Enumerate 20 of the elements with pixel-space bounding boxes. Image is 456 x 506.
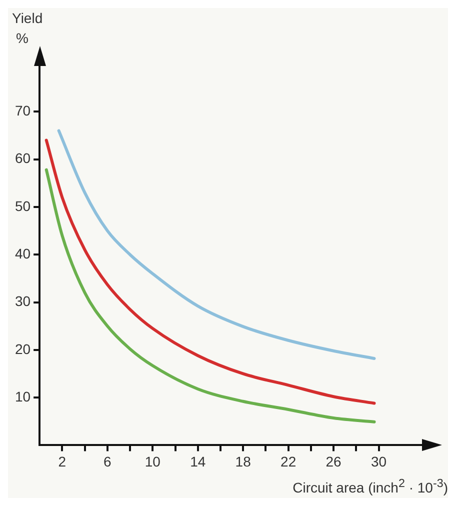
x-tick-label: 2 <box>58 453 66 470</box>
y-tick-label: 70 <box>14 102 31 119</box>
y-tick-label: 20 <box>14 340 31 357</box>
x-tick-label: 30 <box>370 453 387 470</box>
x-tick-label: 22 <box>280 453 296 470</box>
x-tick-label: 14 <box>190 453 206 470</box>
y-tick-label: 10 <box>14 388 31 404</box>
line-series <box>44 138 376 405</box>
line-series <box>44 168 376 424</box>
y-tick-label: 60 <box>14 150 31 166</box>
x-tick-label: 6 <box>104 453 112 470</box>
x-tick-label: 26 <box>326 453 342 470</box>
y-axis-title: Yield % <box>12 10 43 46</box>
x-axis-title: Circuit area (inch$^{2}$ · 10$^{-3}$) <box>292 477 448 496</box>
y-tick-label: 40 <box>14 245 31 262</box>
line-series <box>57 129 376 360</box>
y-tick-label: 30 <box>14 293 31 310</box>
x-tick-label: 18 <box>235 453 252 470</box>
x-tick-label: 10 <box>144 453 161 470</box>
y-tick-label: 50 <box>14 198 31 214</box>
